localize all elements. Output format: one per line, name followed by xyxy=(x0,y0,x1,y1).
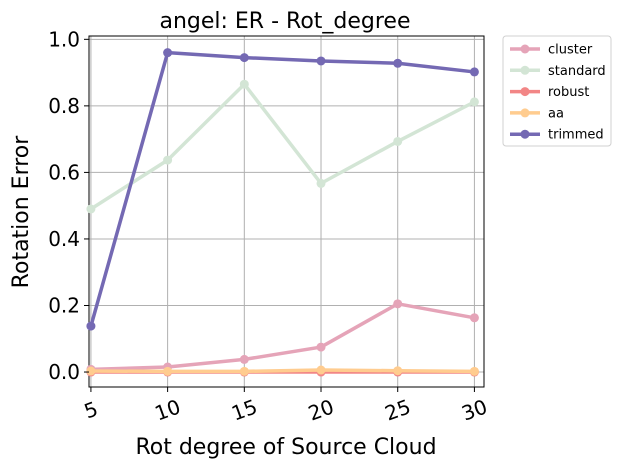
x-tick-label: 5 xyxy=(81,397,101,424)
y-tick-label: 0.0 xyxy=(48,360,80,384)
series-line xyxy=(89,368,477,374)
legend-label: aa xyxy=(548,106,564,121)
data-point xyxy=(393,299,403,309)
legend-label: robust xyxy=(548,85,589,100)
legend-marker xyxy=(520,87,530,97)
data-point xyxy=(316,178,326,188)
y-tick-label: 0.4 xyxy=(48,227,80,251)
data-point xyxy=(393,136,403,146)
data-point xyxy=(469,366,479,376)
legend: cluster standard robust aa trimmed xyxy=(502,35,612,147)
y-tick-label: 1.0 xyxy=(48,27,80,51)
series-layer xyxy=(86,48,479,377)
legend-box xyxy=(502,35,612,147)
legend-item-robust: robust xyxy=(510,85,589,100)
series-line xyxy=(89,82,477,211)
data-point xyxy=(393,366,403,376)
y-tick-label: 0.8 xyxy=(48,94,80,118)
data-point xyxy=(469,67,479,77)
x-tick-label: 10 xyxy=(152,394,184,425)
data-point xyxy=(239,79,249,89)
data-point xyxy=(86,204,96,214)
data-point xyxy=(163,155,173,165)
data-point xyxy=(316,365,326,375)
legend-marker xyxy=(520,44,530,54)
x-tick-label: 15 xyxy=(228,394,260,425)
series-line xyxy=(89,302,477,372)
series-line xyxy=(89,50,477,328)
y-tick-label: 0.6 xyxy=(48,160,80,184)
data-point xyxy=(86,321,96,331)
legend-item-standard: standard xyxy=(510,64,606,79)
legend-item-trimmed: trimmed xyxy=(510,128,604,143)
data-point xyxy=(239,354,249,364)
data-point xyxy=(163,48,173,58)
data-point xyxy=(86,366,96,376)
data-point xyxy=(239,366,249,376)
y-tick-label: 0.2 xyxy=(48,293,80,317)
legend-label: cluster xyxy=(548,43,593,58)
legend-label: trimmed xyxy=(548,128,604,143)
legend-item-aa: aa xyxy=(510,106,564,121)
data-point xyxy=(316,342,326,352)
chart-title: angel: ER - Rot_degree xyxy=(159,9,410,34)
legend-marker xyxy=(520,108,530,118)
data-point xyxy=(163,366,173,376)
series-aa xyxy=(86,365,479,376)
x-axis-label: Rot degree of Source Cloud xyxy=(135,435,436,460)
x-axis: 5 10 15 20 25 30 xyxy=(81,387,490,426)
series-standard xyxy=(86,79,479,214)
series-cluster xyxy=(86,299,479,374)
data-point xyxy=(316,56,326,66)
x-tick-label: 30 xyxy=(458,394,490,425)
data-point xyxy=(469,97,479,107)
series-trimmed xyxy=(86,48,479,331)
data-point xyxy=(239,53,249,63)
legend-label: standard xyxy=(548,64,606,79)
data-point xyxy=(469,313,479,323)
legend-marker xyxy=(520,129,530,139)
legend-item-cluster: cluster xyxy=(510,43,593,58)
legend-marker xyxy=(520,65,530,75)
plot-area xyxy=(88,35,485,388)
grid-lines xyxy=(89,36,484,387)
y-axis-label: Rotation Error xyxy=(9,135,34,289)
x-tick-label: 20 xyxy=(305,394,337,425)
data-point xyxy=(393,58,403,68)
y-axis: 0.0 0.2 0.4 0.6 0.8 1.0 xyxy=(48,27,89,384)
x-tick-label: 25 xyxy=(382,394,414,425)
